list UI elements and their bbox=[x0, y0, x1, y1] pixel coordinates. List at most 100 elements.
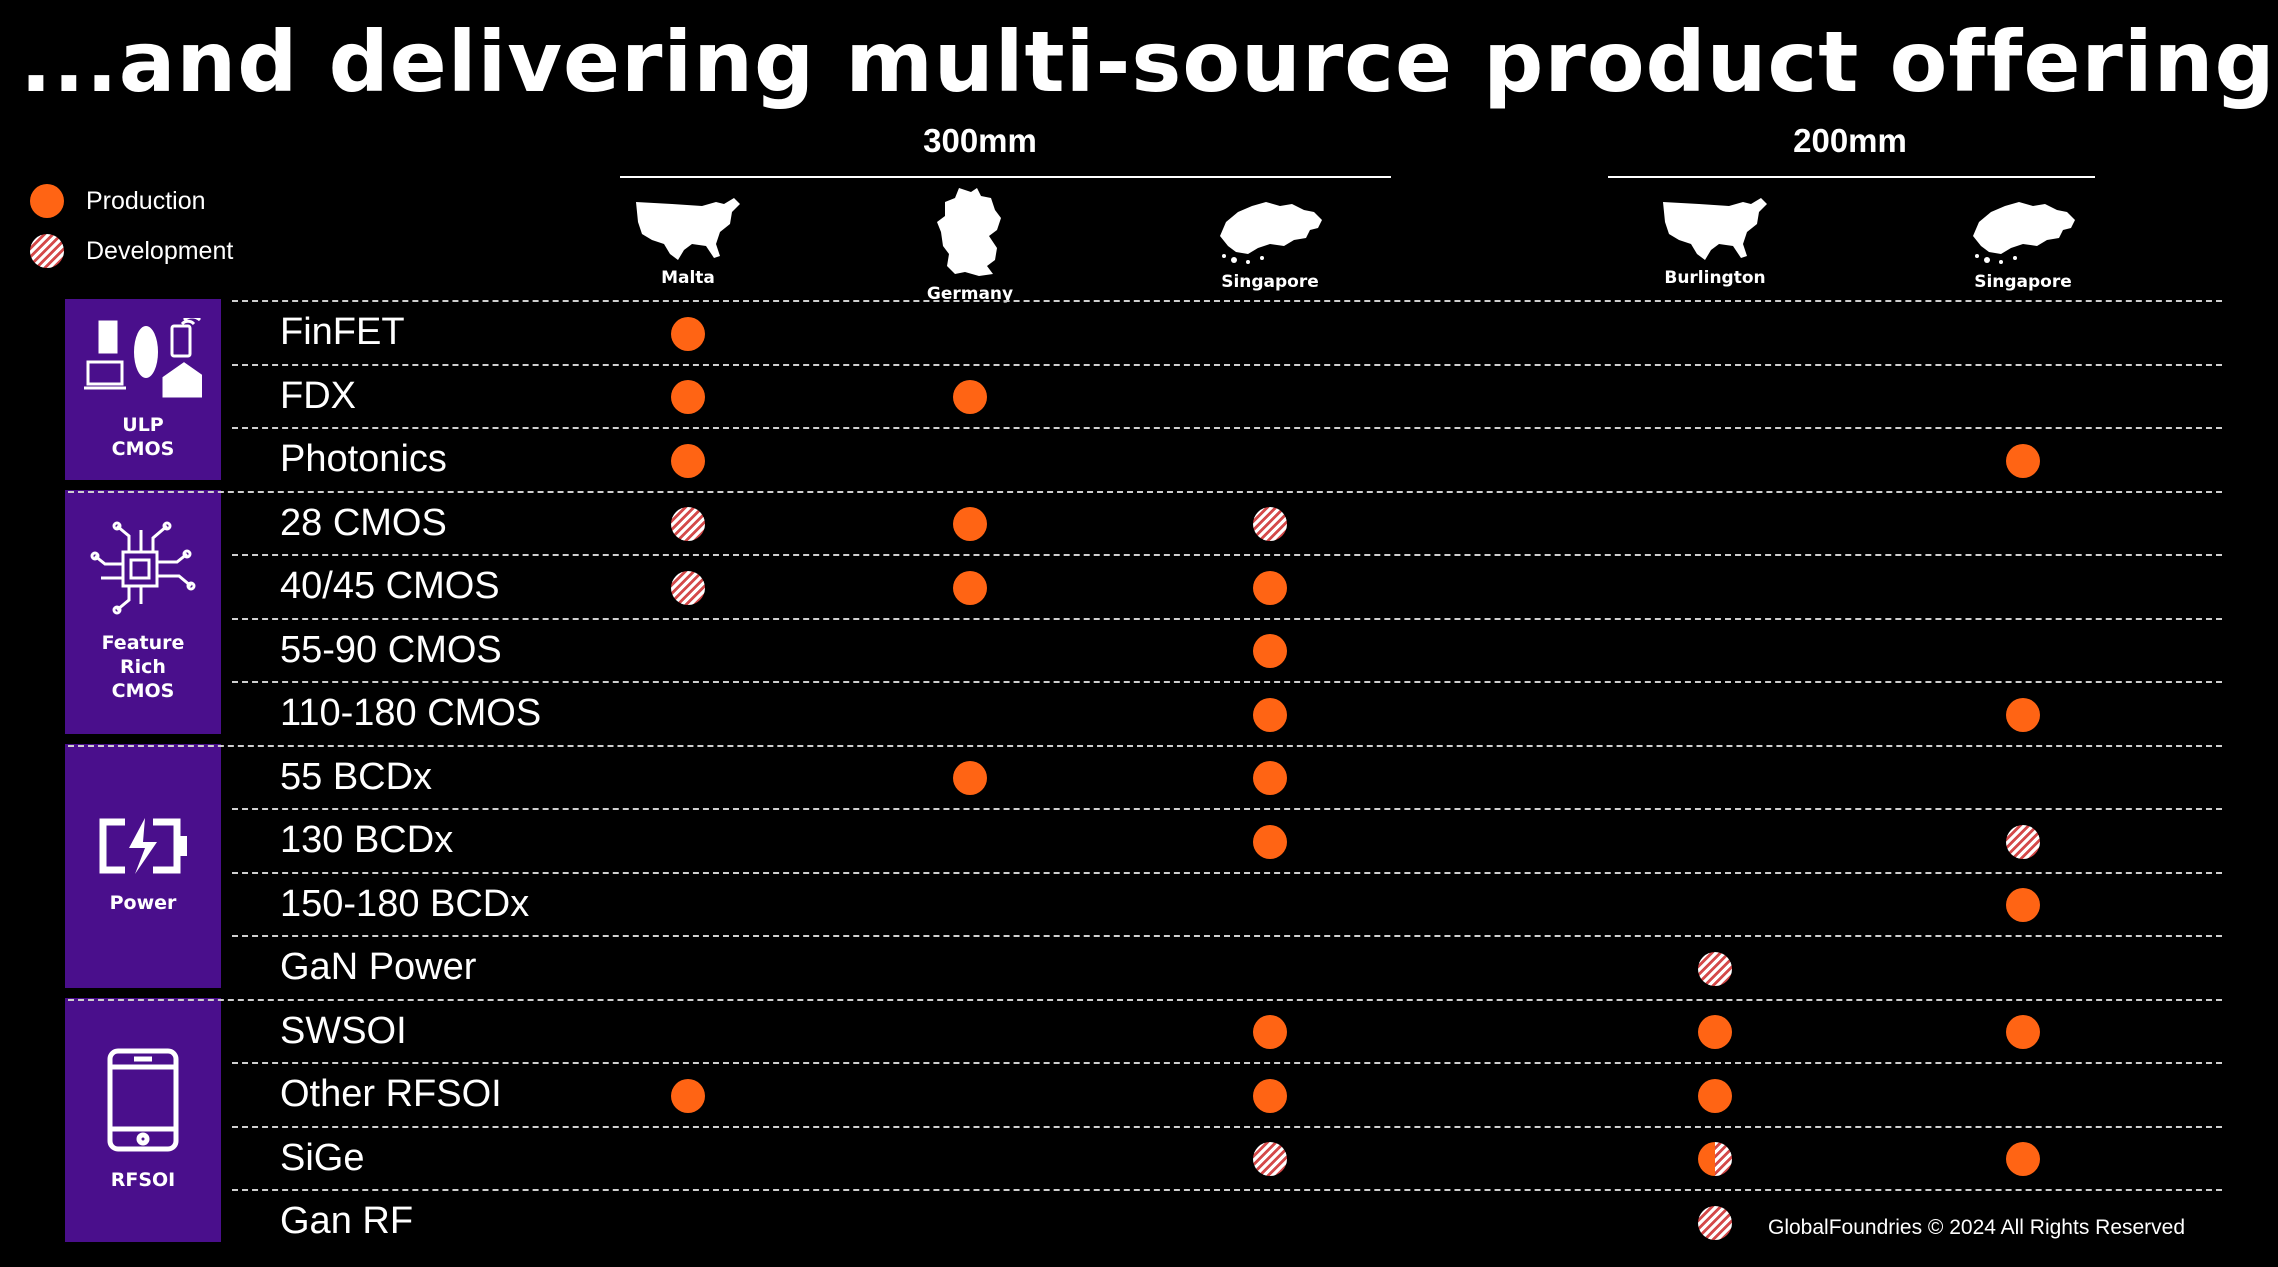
legend-label: Development bbox=[86, 236, 234, 265]
legend-item-development: Development bbox=[30, 226, 233, 276]
status-dot-production bbox=[2006, 1142, 2040, 1177]
status-dot-production bbox=[1253, 697, 1287, 732]
status-dot-development bbox=[1698, 951, 1732, 986]
category-label: Feature Rich CMOS bbox=[101, 632, 185, 702]
legend-label: Production bbox=[86, 186, 206, 215]
status-dot-development bbox=[1253, 507, 1287, 542]
row-separator bbox=[232, 1062, 2222, 1064]
row-separator bbox=[232, 554, 2222, 556]
status-dot-production bbox=[2006, 1015, 2040, 1050]
status-dot-production bbox=[671, 443, 705, 478]
status-dot-development bbox=[1253, 1142, 1287, 1177]
status-dot-development bbox=[2006, 824, 2040, 859]
category-ulp-cmos: ULP CMOS bbox=[65, 299, 221, 480]
site-name: Burlington bbox=[1664, 268, 1766, 288]
status-dot-production bbox=[671, 1078, 705, 1113]
status-dot-production bbox=[1253, 761, 1287, 796]
status-dot-production bbox=[671, 380, 705, 415]
row-label: 150-180 BCDx bbox=[280, 882, 530, 925]
row-separator bbox=[232, 808, 2222, 810]
status-dot-production bbox=[1253, 824, 1287, 859]
status-dot-production bbox=[953, 507, 987, 542]
status-dot-production bbox=[2006, 888, 2040, 923]
site-name: Singapore bbox=[1221, 272, 1319, 292]
site-singapore: Singapore bbox=[1190, 196, 1350, 292]
status-dot-production bbox=[1698, 1015, 1732, 1050]
legend: Production Development bbox=[30, 176, 233, 276]
row-label: 110-180 CMOS bbox=[280, 692, 542, 734]
battery-charging-icon bbox=[95, 816, 191, 881]
row-label: 40/45 CMOS bbox=[280, 565, 500, 607]
category-power: Power bbox=[65, 743, 221, 988]
row-label: 130 BCDx bbox=[280, 819, 454, 861]
development-dot-icon bbox=[30, 234, 64, 268]
smartphone-icon bbox=[106, 1047, 180, 1158]
row-label: GaN Power bbox=[280, 946, 477, 988]
usa-map-icon bbox=[608, 196, 768, 262]
production-dot-icon bbox=[30, 184, 64, 218]
status-dot-production bbox=[1253, 634, 1287, 669]
copyright-footer: GlobalFoundries © 2024 All Rights Reserv… bbox=[1768, 1216, 2186, 1239]
status-dot-production bbox=[1253, 1078, 1287, 1113]
row-label: Gan RF bbox=[280, 1200, 414, 1242]
category-rfsoi: RFSOI bbox=[65, 997, 221, 1242]
status-dot-production bbox=[671, 316, 705, 351]
status-dot-development bbox=[671, 507, 705, 542]
row-label: SWSOI bbox=[280, 1009, 407, 1052]
legend-item-production: Production bbox=[30, 176, 233, 226]
site-name: Singapore bbox=[1974, 272, 2072, 292]
category-feature-rich-cmos: Feature Rich CMOS bbox=[65, 489, 221, 734]
status-dot-development bbox=[671, 570, 705, 605]
page-title: ...and delivering multi-source product o… bbox=[20, 13, 2278, 111]
germany-map-icon bbox=[890, 186, 1050, 278]
group-underline bbox=[620, 176, 1391, 178]
status-dot-production bbox=[953, 570, 987, 605]
status-dot-production bbox=[1253, 570, 1287, 605]
site-malta: Malta bbox=[608, 196, 768, 288]
row-label: 55 BCDx bbox=[280, 755, 433, 798]
group-underline bbox=[1608, 176, 2095, 178]
site-burlington: Burlington bbox=[1635, 196, 1795, 288]
circuit-chip-icon bbox=[87, 520, 199, 621]
status-dot-production bbox=[1253, 1015, 1287, 1050]
row-separator bbox=[68, 744, 2222, 747]
row-separator bbox=[232, 363, 2222, 366]
status-dot-development bbox=[1698, 1205, 1732, 1240]
status-dot-production bbox=[1698, 1078, 1732, 1113]
status-dot-production bbox=[2006, 697, 2040, 732]
singapore-map-icon bbox=[1943, 196, 2103, 266]
status-dot-production bbox=[2006, 443, 2040, 478]
row-separator bbox=[232, 1189, 2222, 1191]
row-label: 28 CMOS bbox=[280, 501, 447, 544]
site-singapore: Singapore bbox=[1943, 196, 2103, 292]
singapore-map-icon bbox=[1190, 196, 1350, 266]
row-label: FDX bbox=[280, 374, 356, 417]
usa-map-icon bbox=[1635, 196, 1795, 262]
row-separator bbox=[232, 871, 2222, 874]
status-dot-production bbox=[953, 380, 987, 415]
row-label: Photonics bbox=[280, 438, 447, 480]
row-label: 55-90 CMOS bbox=[280, 628, 502, 671]
site-germany: Germany bbox=[890, 186, 1050, 304]
row-label: Other RFSOI bbox=[280, 1073, 502, 1115]
row-separator bbox=[68, 490, 2222, 493]
row-separator bbox=[232, 617, 2222, 620]
group-label-300mm: 300mm bbox=[923, 122, 1037, 159]
row-separator bbox=[68, 998, 2222, 1001]
category-label: ULP CMOS bbox=[111, 413, 175, 460]
row-separator bbox=[232, 300, 2222, 302]
category-label: Power bbox=[109, 892, 177, 914]
group-label-200mm: 200mm bbox=[1793, 122, 1907, 159]
status-dot-production-development bbox=[1698, 1142, 1732, 1177]
row-separator bbox=[232, 935, 2222, 937]
site-name: Malta bbox=[661, 268, 715, 288]
status-dot-production bbox=[953, 761, 987, 796]
row-separator bbox=[232, 681, 2222, 683]
devices-icon bbox=[84, 315, 206, 403]
row-label: FinFET bbox=[280, 311, 405, 353]
row-label: SiGe bbox=[280, 1136, 365, 1179]
row-separator bbox=[232, 1125, 2222, 1128]
row-separator bbox=[232, 427, 2222, 429]
category-label: RFSOI bbox=[110, 1169, 176, 1191]
site-name: Germany bbox=[926, 284, 1014, 304]
